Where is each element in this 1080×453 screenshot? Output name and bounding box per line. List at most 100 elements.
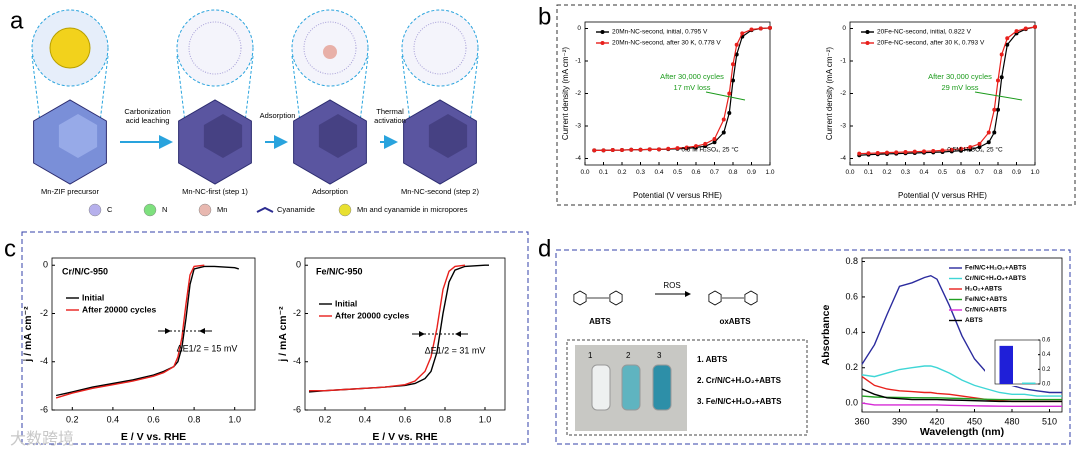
marker	[734, 42, 739, 47]
marker	[740, 31, 745, 36]
marker	[1005, 36, 1010, 41]
x-tick-label: 0.0	[580, 169, 589, 176]
x-tick-label: 360	[854, 416, 869, 426]
molecule-ring	[609, 290, 623, 306]
scheme-label: ROS	[663, 281, 680, 290]
y-tick-label: -4	[40, 356, 48, 366]
mn-atom	[323, 45, 337, 59]
marker	[610, 148, 615, 153]
y-tick-label: 0.6	[845, 291, 858, 301]
marker	[1005, 42, 1010, 47]
step-label: Mn-NC-first (step 1)	[182, 187, 248, 196]
series-line	[308, 264, 489, 393]
series-line	[594, 27, 771, 151]
x-tick-label: 0.8	[439, 414, 452, 424]
x-tick-label: 0.3	[636, 169, 645, 176]
plot-frame	[304, 257, 506, 411]
marker	[940, 148, 945, 153]
marker	[758, 26, 763, 31]
x-tick-label: 0.2	[66, 414, 79, 424]
annotation: ΔE1/2 = 15 mV	[177, 343, 238, 353]
marker	[992, 130, 997, 135]
marker	[601, 148, 606, 153]
marker	[727, 111, 732, 115]
legend-label: ABTS	[965, 317, 983, 324]
x-tick-label: 1.0	[479, 414, 492, 424]
watermark: 大数跨境	[10, 429, 74, 448]
marker	[731, 62, 735, 67]
marker	[712, 137, 717, 141]
marker	[996, 78, 1000, 83]
x-tick-label: 0.4	[654, 169, 663, 176]
inset-bg	[985, 338, 1052, 386]
y-tick-label: -6	[40, 404, 48, 414]
molecule-ring	[573, 290, 587, 306]
marker	[1014, 29, 1019, 34]
y-tick-label: 0.0	[845, 398, 858, 408]
y-tick-label: 0	[842, 25, 846, 32]
marker	[996, 107, 1000, 112]
y-tick-label: 0.8	[845, 256, 858, 266]
x-tick-label: 0.0	[845, 169, 854, 176]
plot-frame	[51, 257, 256, 411]
y-tick-label: -4	[575, 155, 581, 162]
legend-label: 20Mn-NC-second, after 30 K, 0.778 V	[612, 40, 721, 47]
legend-label: H₂O₂+ABTS	[965, 286, 1003, 293]
legend-icon	[143, 203, 157, 217]
x-tick-label: 0.2	[882, 169, 891, 176]
series-line	[309, 264, 466, 392]
x-tick-label: 1.0	[765, 169, 774, 176]
marker	[694, 144, 698, 149]
marker	[931, 149, 936, 154]
legend-label: Mn and cyanamide in micropores	[357, 205, 468, 214]
series-line	[861, 402, 1062, 407]
legend-label: 20Fe-NC-second, after 30 K, 0.793 V	[877, 40, 985, 47]
y-axis-label: Absorbance	[820, 305, 832, 366]
x-tick-label: 0.9	[1012, 169, 1021, 176]
vial-list: 2. Cr/N/C+H₂O₂+ABTS	[697, 376, 782, 385]
crystal-face	[203, 114, 243, 158]
x-tick-label: 0.4	[359, 414, 372, 424]
marker	[657, 147, 661, 152]
step-label: Mn-ZIF precursor	[41, 187, 99, 196]
panel-label: c	[4, 235, 16, 262]
panel-c-frame	[21, 231, 529, 445]
series-line	[861, 365, 1062, 397]
step-arrow-label: acid leaching	[126, 116, 170, 125]
x-tick-label: 390	[892, 416, 907, 426]
marker	[721, 130, 726, 135]
lattice	[188, 21, 242, 75]
marker	[749, 27, 754, 32]
marker	[992, 107, 997, 112]
marker	[977, 145, 982, 150]
zoom-line	[469, 55, 479, 123]
y-axis-label: j / mA cm⁻²	[22, 306, 34, 363]
y-tick-label: -3	[575, 123, 581, 130]
marker	[734, 52, 739, 57]
x-tick-label: 1.0	[228, 414, 241, 424]
y-tick-label: 0.2	[845, 362, 858, 372]
marker	[712, 140, 717, 145]
marker	[875, 150, 880, 155]
y-tick-label: -2	[575, 90, 581, 97]
x-axis-label: Wavelength (nm)	[920, 426, 1004, 438]
annotation: After 30,000 cycles	[928, 72, 992, 81]
panel-d-frame	[555, 249, 1071, 445]
vial	[621, 364, 641, 411]
step-arrow-label: Carbonization	[124, 107, 170, 116]
vial-box	[566, 339, 808, 436]
series-line	[861, 395, 1062, 401]
x-tick-label: 0.8	[728, 169, 737, 176]
annotation: 17 mV loss	[673, 83, 710, 92]
legend-label: Cr/N/C+ABTS	[965, 307, 1007, 314]
y-tick-label: 0.2	[1042, 367, 1051, 373]
crystal-face	[318, 114, 358, 158]
y-tick-label: -4	[840, 155, 846, 162]
molecule-ring	[708, 290, 722, 306]
marker	[629, 147, 634, 152]
annotation-arrow	[705, 91, 746, 101]
marker	[727, 91, 732, 96]
y-tick-label: 0	[577, 25, 581, 32]
panel-b-frame	[556, 4, 1076, 206]
zoom-circle	[176, 9, 254, 87]
